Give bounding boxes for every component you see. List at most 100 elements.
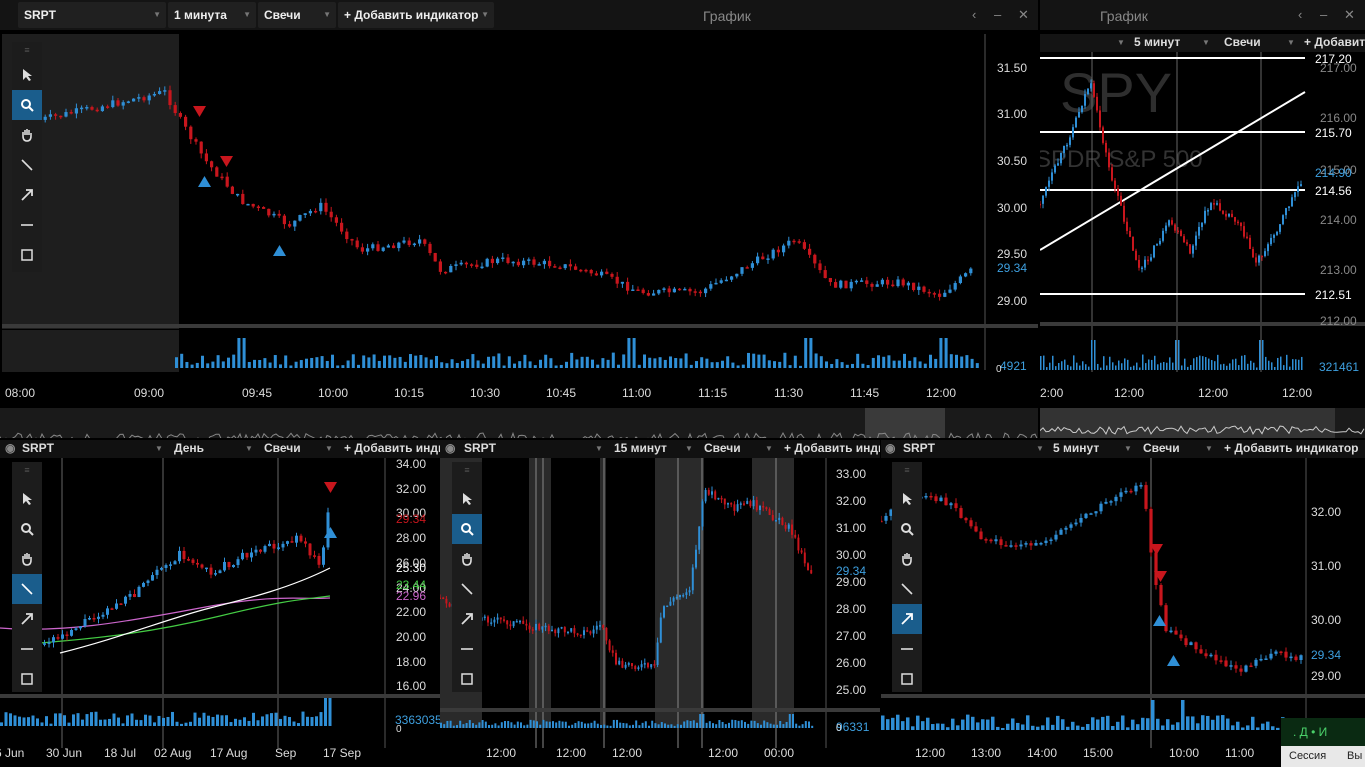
cursor-icon[interactable]	[452, 484, 482, 514]
toolbar-grip[interactable]: ≡	[24, 45, 30, 55]
symbol-select[interactable]: SRPT	[22, 441, 55, 455]
line-icon[interactable]	[12, 150, 42, 180]
pane-divider[interactable]	[0, 694, 440, 698]
hand-icon[interactable]	[452, 544, 482, 574]
hline-icon[interactable]	[452, 634, 482, 664]
timeframe-select[interactable]: 5 минут	[1053, 441, 1100, 455]
candle-body	[288, 224, 292, 227]
symbol-select[interactable]: SRPT	[464, 441, 497, 455]
back-icon[interactable]: ‹	[972, 7, 977, 22]
volume-bar	[587, 723, 590, 728]
timeframe-select[interactable]: День	[174, 441, 204, 455]
line-icon[interactable]	[12, 574, 42, 604]
navigator-window[interactable]	[865, 408, 945, 438]
volume-bar	[507, 720, 510, 728]
chart-type-select[interactable]: Свечи ▼	[258, 2, 336, 28]
pane-divider[interactable]	[440, 708, 880, 712]
cursor-icon[interactable]	[12, 484, 42, 514]
candle-body	[142, 582, 145, 587]
add-indicator-button[interactable]: + Добавить индикатор	[1224, 441, 1359, 455]
add-indicator-button[interactable]: + Добавить индик	[784, 441, 880, 455]
chart-type-select[interactable]: Свечи	[264, 441, 301, 455]
arrow-icon[interactable]	[12, 180, 42, 210]
volume-bar	[840, 362, 844, 368]
trend-line[interactable]	[1040, 91, 1306, 251]
zoom-icon[interactable]	[12, 514, 42, 544]
timeframe-select[interactable]: 15 минут	[614, 441, 667, 455]
volume-bar	[1112, 362, 1114, 370]
arrow-icon[interactable]	[452, 604, 482, 634]
symbol-select[interactable]: SRPT	[903, 441, 936, 455]
symbol-select[interactable]: SRPT ▼	[18, 2, 166, 28]
zoom-icon[interactable]	[452, 514, 482, 544]
line-icon[interactable]	[452, 574, 482, 604]
candle-body	[1239, 668, 1243, 672]
hand-icon[interactable]	[12, 120, 42, 150]
spy-chart-canvas[interactable]: SPY SPDR S&P 500 217.00 216.00 215.00 21…	[1040, 52, 1365, 438]
chart-type-select[interactable]: Свечи	[1143, 441, 1180, 455]
zoom-icon[interactable]	[12, 90, 42, 120]
cursor-icon[interactable]	[892, 484, 922, 514]
pane-divider[interactable]	[2, 324, 1038, 328]
back-icon[interactable]: ‹	[1298, 7, 1303, 22]
candle-body	[787, 240, 791, 246]
timeframe-select[interactable]: 5 минут	[1134, 35, 1181, 49]
time-tick: 09:00	[134, 386, 164, 400]
volume-bar	[663, 359, 667, 368]
toolbar-grip[interactable]: ≡	[24, 465, 30, 475]
candle-body	[1225, 213, 1227, 217]
hline-icon[interactable]	[892, 634, 922, 664]
line-icon[interactable]	[892, 574, 922, 604]
close-icon[interactable]: ✕	[1344, 7, 1355, 22]
volume-bar	[881, 715, 885, 730]
minimize-icon[interactable]: –	[994, 7, 1002, 22]
volume-bar	[670, 724, 673, 728]
volume-bar	[1136, 362, 1138, 370]
candle-body	[634, 666, 637, 670]
rect-icon[interactable]	[12, 664, 42, 694]
hand-icon[interactable]	[892, 544, 922, 574]
arrow-icon[interactable]	[12, 604, 42, 634]
add-indicator-button[interactable]: + Добавить индикатор ▼	[338, 2, 494, 28]
session-tab[interactable]: Сессия	[1289, 750, 1327, 762]
rect-icon[interactable]	[12, 240, 42, 270]
cursor-icon[interactable]	[12, 60, 42, 90]
volume-bar	[528, 361, 532, 368]
candle-body	[525, 623, 528, 626]
time-tick: 12:00	[556, 746, 586, 760]
pane-divider[interactable]	[881, 694, 1365, 698]
candle-body	[232, 565, 235, 568]
chart-type-select[interactable]: Свечи	[1224, 35, 1261, 49]
price-tick: 29.00	[997, 294, 1027, 308]
timeframe-select[interactable]: 1 минута ▼	[168, 2, 256, 28]
daily-chart-canvas[interactable]: 34.00 32.00 30.00 28.00 26.00 24.00 22.0…	[0, 458, 440, 767]
m15-chart-canvas[interactable]: 33.00 32.00 31.00 30.00 29.00 28.00 27.0…	[440, 458, 880, 767]
toolbar-grip[interactable]: ≡	[904, 465, 910, 475]
arrow-icon[interactable]	[892, 604, 922, 634]
volume-bar	[552, 721, 554, 728]
chart-type-select[interactable]: Свечи	[704, 441, 741, 455]
volume-bar	[651, 720, 654, 728]
candle-body	[290, 541, 294, 543]
pane-divider[interactable]	[1040, 322, 1365, 326]
candle-body	[262, 207, 266, 209]
add-indicator-button[interactable]: + Добавить	[1304, 35, 1365, 49]
zoom-icon[interactable]	[892, 514, 922, 544]
rect-icon[interactable]	[452, 664, 482, 694]
rect-icon[interactable]	[892, 664, 922, 694]
add-indicator-button[interactable]: + Добавить индик	[344, 441, 440, 455]
main-chart-canvas[interactable]: 31.50 31.00 30.50 30.00 29.50 29.00 29.3…	[0, 30, 1038, 438]
volume-bar	[103, 719, 107, 726]
close-icon[interactable]: ✕	[1018, 7, 1029, 22]
minimize-icon[interactable]: –	[1320, 7, 1328, 22]
toolbar-grip[interactable]: ≡	[464, 465, 470, 475]
other-tab[interactable]: Вы	[1347, 750, 1363, 762]
candle-body	[679, 595, 681, 598]
volume-bar	[554, 365, 558, 368]
hand-icon[interactable]	[12, 544, 42, 574]
hline-icon[interactable]	[12, 210, 42, 240]
hline-icon[interactable]	[12, 634, 42, 664]
volume-bar	[481, 363, 485, 368]
volume-bar	[446, 720, 449, 728]
volume-bar	[611, 352, 615, 368]
